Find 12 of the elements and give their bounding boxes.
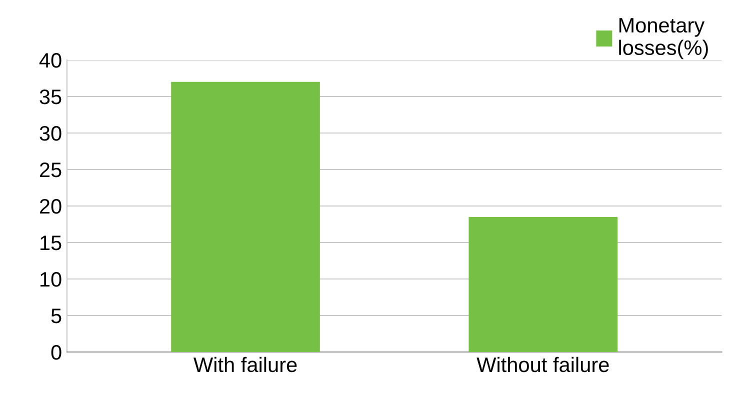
y-tick-label: 20 [40,199,62,214]
y-tick-label: 40 [39,53,62,68]
x-tick-label: Without failure [476,356,609,372]
x-tick-label: With failure [194,356,297,372]
y-tick-label: 15 [40,236,62,250]
y-tick-label: 0 [51,345,62,360]
y-tick-label: 5 [51,308,62,324]
legend-label: Monetary losses(%) [619,18,708,60]
y-tick-label: 10 [40,272,62,287]
y-tick-label: 30 [40,126,62,141]
y-tick-label: 35 [40,90,62,104]
y-tick-label: 25 [40,162,62,178]
